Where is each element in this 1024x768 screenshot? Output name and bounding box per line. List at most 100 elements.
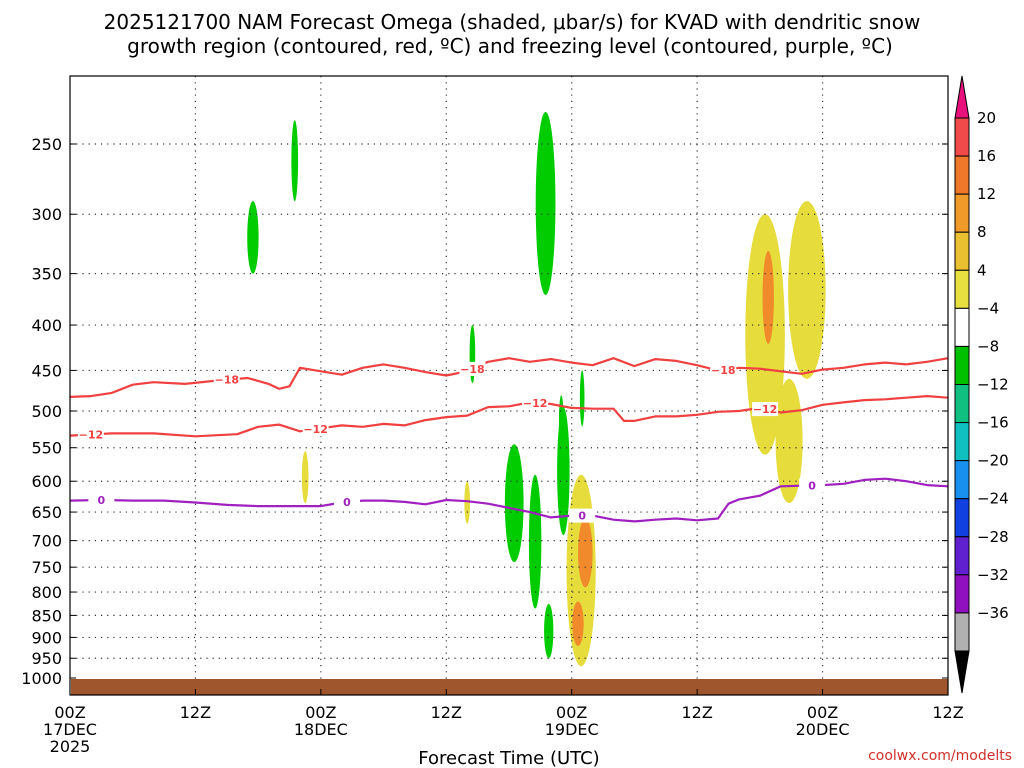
ytick-label-900: 900 — [31, 628, 62, 647]
colorbar-bin-4 — [954, 269, 970, 309]
isotherm-label-bg--18-2 — [710, 362, 737, 377]
colorbar-label-13: −36 — [977, 604, 1009, 622]
omega-region-17 — [775, 378, 803, 504]
omega-region-7 — [557, 407, 570, 536]
omega-region-11 — [578, 517, 593, 588]
isotherm-label--12-1: −12 — [303, 423, 328, 436]
colorbar-bin-0 — [954, 117, 970, 157]
xtick-label-4-1: 00Z — [556, 703, 587, 722]
omega-region-1 — [247, 201, 259, 274]
ytick-label-550: 550 — [31, 439, 62, 458]
gridlines — [70, 76, 948, 695]
isotherm-label-bg-0-1 — [333, 495, 360, 510]
ytick-label-950: 950 — [31, 649, 62, 668]
isotherm--12 — [69, 395, 949, 438]
colorbar-bin-11 — [954, 536, 970, 576]
ytick-label-850: 850 — [31, 606, 62, 625]
colorbar-bin-13 — [954, 612, 970, 652]
ytick-label-600: 600 — [31, 472, 62, 491]
chart-title-line2: growth region (contoured, red, ºC) and f… — [127, 34, 893, 58]
colorbar-label-7: −12 — [977, 376, 1009, 394]
colorbar-bin-6 — [954, 345, 970, 385]
y-axis-ticks: 250 300 350 400 450 500 550 600 650 700 750 800 850 9… — [21, 135, 948, 688]
isotherm-label-0-0: 0 — [98, 494, 106, 507]
colorbar-bottom-triangle — [954, 650, 970, 694]
isotherm-label--18-2: −18 — [711, 364, 736, 377]
colorbar-label-0: 20 — [977, 109, 996, 127]
colorbar-label-11: −28 — [977, 528, 1009, 546]
ytick-label-300: 300 — [31, 205, 62, 224]
ytick-label-800: 800 — [31, 583, 62, 602]
isotherm-label-bg-0-0 — [88, 493, 115, 508]
isotherm-label-bg--12-1 — [302, 422, 329, 437]
isotherm-label-0-3: 0 — [808, 479, 816, 492]
xtick-label-0-2: 17DEC — [43, 720, 97, 739]
ytick-label-1000: 1000 — [21, 669, 62, 688]
colorbar-bin-9 — [954, 460, 970, 500]
colorbar-label-6: −8 — [977, 337, 999, 355]
colorbar-label-3: 8 — [977, 223, 987, 241]
omega-region-13 — [301, 451, 309, 504]
colorbar-bin-12 — [954, 574, 970, 614]
colorbar-label-8: −16 — [977, 414, 1009, 432]
xtick-label-0-3: 2025 — [50, 737, 91, 756]
xtick-label-0-1: 00Z — [54, 703, 85, 722]
ytick-label-400: 400 — [31, 316, 62, 335]
xtick-label-2-2: 18DEC — [294, 720, 348, 739]
colorbar-bin-5 — [954, 307, 970, 347]
isotherm-label--12-0: −12 — [79, 429, 104, 442]
omega-region-6 — [504, 444, 524, 563]
isotherm-label-0-2: 0 — [578, 510, 586, 523]
omega-region-16 — [788, 201, 826, 379]
x-axis-label: Forecast Time (UTC) — [418, 748, 599, 768]
colorbar-label-2: 12 — [977, 185, 996, 203]
colorbar-bin-1 — [954, 155, 970, 195]
omega-region-9 — [544, 603, 554, 659]
isotherm-label-bg-0-2 — [569, 508, 596, 523]
omega-region-2 — [535, 111, 556, 296]
credit-text: coolwx.com/modelts — [868, 748, 1012, 764]
colorbar-top-triangle — [954, 75, 970, 119]
xtick-label-2-1: 00Z — [305, 703, 336, 722]
isotherm--18 — [69, 357, 949, 398]
ytick-label-500: 500 — [31, 402, 62, 421]
colorbar-bin-2 — [954, 193, 970, 233]
ytick-label-450: 450 — [31, 361, 62, 380]
isotherm-label-bg--12-0 — [77, 427, 104, 442]
xtick-label-7-1: 12Z — [932, 703, 963, 722]
colorbar-bin-10 — [954, 498, 970, 538]
omega-shading-layer — [247, 111, 826, 667]
isotherm-label-bg-0-3 — [799, 478, 826, 493]
isotherm-label-bg--12-2 — [522, 395, 549, 410]
isotherm-label--18-1: −18 — [460, 363, 485, 376]
plot-frame — [69, 75, 949, 696]
colorbar-label-10: −24 — [977, 490, 1009, 508]
isotherm-label--18-0: −18 — [215, 374, 240, 387]
omega-region-8 — [528, 474, 542, 609]
omega-region-0 — [291, 120, 299, 202]
isotherm-label--12-3: −12 — [753, 403, 778, 416]
colorbar: 20 16 12 8 4 −4 −8 −12 −16 −20 −24 −28 −32 −36 — [954, 75, 1009, 694]
isotherm-label-bg--18-1 — [459, 361, 486, 376]
xtick-label-5-1: 12Z — [681, 703, 712, 722]
xtick-label-6-1: 00Z — [807, 703, 838, 722]
isotherm-label--12-2: −12 — [523, 397, 548, 410]
isotherm-label-0-1: 0 — [343, 496, 351, 509]
omega-region-4 — [579, 370, 585, 427]
colorbar-bin-3 — [954, 231, 970, 271]
colorbar-label-1: 16 — [977, 147, 996, 165]
chart-title-line1: 2025121700 NAM Forecast Omega (shaded, μ… — [104, 10, 921, 34]
isotherm-label-bg--18-0 — [213, 372, 240, 387]
ytick-label-250: 250 — [31, 135, 62, 154]
ytick-label-650: 650 — [31, 503, 62, 522]
colorbar-label-5: −4 — [977, 299, 999, 317]
colorbar-label-9: −20 — [977, 452, 1009, 470]
ytick-label-700: 700 — [31, 532, 62, 551]
ground-surface-band — [71, 679, 948, 695]
xtick-label-1-1: 12Z — [180, 703, 211, 722]
ytick-label-350: 350 — [31, 265, 62, 284]
omega-region-14 — [464, 481, 471, 524]
temperature-contours: −18 −18 −18 −12 −12 −12 −12 0 0 0 0 — [69, 357, 949, 523]
